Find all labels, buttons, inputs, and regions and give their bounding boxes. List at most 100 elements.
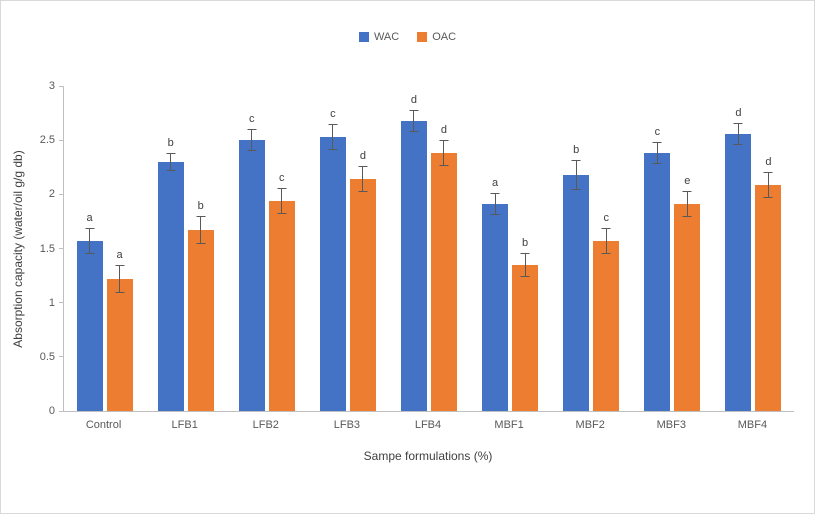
- bar-slot: b: [157, 86, 184, 411]
- bar-slot: b: [563, 86, 590, 411]
- significance-letter: b: [522, 236, 529, 249]
- y-tick-label: 3: [48, 80, 55, 92]
- bar-slot: d: [755, 86, 782, 411]
- significance-letter: d: [735, 106, 742, 119]
- y-tick-mark: [59, 302, 64, 304]
- bar-slot: c: [319, 86, 346, 411]
- significance-letter: a: [492, 177, 499, 190]
- x-tick-label-control: Control: [85, 419, 122, 431]
- y-tick-label: 0: [48, 405, 55, 417]
- bar-oac-control: [106, 278, 133, 411]
- x-axis-labels: Control LFB1 LFB2 LFB3 LFB4 MBF1 MBF2 MBF3 MBF4: [63, 419, 793, 431]
- bar-wac-mbf2: [563, 174, 590, 411]
- error-bar: [89, 227, 91, 254]
- error-bar: [443, 140, 445, 167]
- bar-wac-mbf4: [725, 133, 752, 411]
- y-tick-mark: [59, 248, 64, 249]
- bar-slot: d: [349, 86, 376, 411]
- error-bar: [575, 159, 577, 190]
- bar-wac-control: [76, 240, 103, 411]
- significance-letter: c: [603, 211, 609, 224]
- x-tick-label-lfb1: LFB1: [171, 419, 198, 431]
- legend-label: OAC: [432, 31, 457, 43]
- bar-slot: c: [238, 86, 265, 411]
- error-bar: [362, 166, 364, 193]
- y-tick-mark: [59, 410, 64, 412]
- bar-slot: a: [106, 86, 133, 411]
- bar-slot: b: [512, 86, 539, 411]
- y-axis: 0 0.5 1 1.5 2 2.5 3: [1, 80, 55, 417]
- x-tick-label-mbf4: MBF4: [737, 419, 768, 431]
- bar-oac-lfb1: [187, 230, 214, 411]
- x-axis-title: Sampe formulations (%): [363, 449, 493, 463]
- error-bar: [332, 123, 334, 150]
- significance-letter: d: [765, 155, 772, 168]
- error-bar: [524, 252, 526, 277]
- bar-wac-lfb1: [157, 161, 184, 411]
- significance-letter: c: [249, 113, 255, 126]
- bar-slot: d: [400, 86, 427, 411]
- significance-letter: b: [167, 137, 174, 150]
- significance-letter: c: [330, 107, 336, 120]
- bar-oac-lfb4: [430, 153, 457, 411]
- legend-swatch-oac: [417, 32, 428, 42]
- legend-item-wac: WAC: [358, 31, 400, 43]
- significance-letter: d: [440, 124, 448, 137]
- error-bar: [737, 122, 739, 145]
- significance-letter: b: [197, 200, 204, 212]
- legend-item-oac: OAC: [417, 31, 456, 43]
- bar-slot: e: [674, 86, 701, 411]
- x-tick-label-lfb3: LFB3: [333, 419, 361, 431]
- bar-slot: c: [593, 86, 620, 411]
- y-tick-label: 1: [48, 296, 55, 309]
- x-tick-label-mbf1: MBF1: [494, 419, 524, 431]
- bar-slot: a: [76, 86, 103, 411]
- error-bar: [281, 187, 283, 214]
- x-tick-label-mbf3: MBF3: [656, 419, 686, 431]
- y-tick-mark: [59, 193, 64, 195]
- y-tick-label: 2.5: [39, 134, 55, 147]
- y-tick-mark: [59, 85, 64, 87]
- bar-slot: c: [268, 86, 295, 411]
- bar-oac-mbf2: [593, 240, 620, 411]
- legend-swatch-wac: [358, 32, 369, 42]
- bar-oac-mbf1: [512, 264, 539, 411]
- bar-wac-lfb4: [400, 120, 427, 411]
- significance-letter: c: [654, 126, 661, 139]
- bar-slot: b: [187, 86, 214, 411]
- x-tick-label-mbf2: MBF2: [575, 419, 605, 431]
- legend: WAC OAC: [1, 31, 814, 43]
- significance-letter: c: [279, 171, 285, 184]
- bar-wac-mbf3: [644, 153, 671, 411]
- error-bar: [605, 227, 607, 254]
- y-tick-mark: [59, 356, 64, 358]
- y-tick-mark: [59, 139, 64, 141]
- bar-slot: a: [482, 86, 509, 411]
- error-bar: [686, 191, 688, 218]
- bar-wac-lfb2: [238, 140, 265, 411]
- bar-slot: d: [430, 86, 457, 411]
- y-tick-label: 2: [48, 188, 55, 201]
- error-bar: [170, 153, 172, 171]
- error-bar: [494, 193, 496, 215]
- bar-wac-mbf1: [482, 204, 509, 411]
- error-bar: [767, 171, 769, 198]
- bar-wac-lfb3: [319, 136, 346, 411]
- significance-letter: d: [410, 93, 418, 106]
- significance-letter: a: [116, 248, 123, 261]
- bar-slot: c: [644, 86, 671, 411]
- x-tick-label-lfb4: LFB4: [414, 419, 442, 431]
- legend-label: WAC: [373, 31, 400, 43]
- error-bar: [119, 264, 121, 293]
- bar-oac-mbf3: [674, 204, 701, 411]
